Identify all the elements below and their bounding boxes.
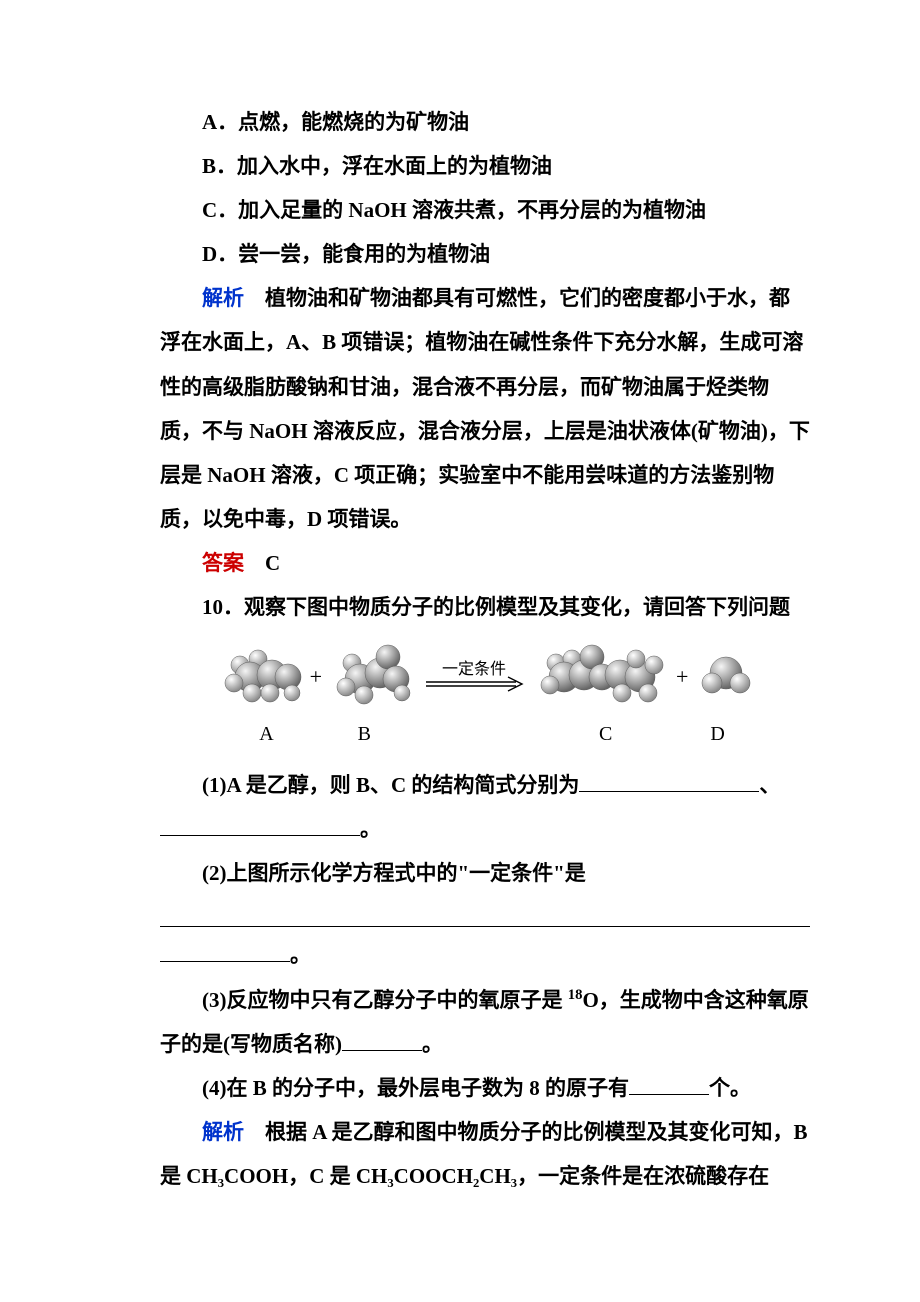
molecule-C	[536, 643, 668, 711]
blank-2b	[160, 940, 290, 962]
explanation-2: 解析 根据 A 是乙醇和图中物质分子的比例模型及其变化可知，B 是 CH₃COO…	[160, 1110, 810, 1198]
q10-part2: (2)上图所示化学方程式中的"一定条件"是	[160, 851, 810, 895]
q10-p3-sup: 18	[568, 987, 583, 1003]
molecule-D	[696, 643, 756, 711]
blank-1b	[160, 814, 360, 836]
option-D: D．尝一尝，能食用的为植物油	[202, 232, 810, 276]
q10-stem: 10．观察下图中物质分子的比例模型及其变化，请回答下列问题	[160, 585, 810, 629]
option-C: C．加入足量的 NaOH 溶液共煮，不再分层的为植物油	[202, 188, 810, 232]
q10-part2-tail-line: 。	[160, 933, 810, 977]
page: A．点燃，能燃烧的为矿物油 B．加入水中，浮在水面上的为植物油 C．加入足量的 …	[0, 0, 920, 1302]
answer-1-value: C	[265, 551, 280, 575]
q10-p4-prefix: (4)在 B 的分子中，最外层电子数为 8 的原子有	[202, 1076, 629, 1100]
label-D: D	[710, 713, 724, 755]
reaction-arrow: 一定条件	[424, 662, 524, 692]
blank-2	[160, 905, 810, 927]
molecule-A	[214, 643, 302, 711]
q10-part1-line2: 。	[160, 807, 810, 851]
answer-1: 答案 C	[160, 541, 810, 585]
label-B: B	[358, 713, 371, 755]
answer-label: 答案	[202, 551, 244, 575]
q10-p1-sep: 、	[759, 773, 780, 797]
explain-label-2: 解析	[202, 1120, 244, 1144]
label-C: C	[599, 713, 612, 755]
option-A: A．点燃，能燃烧的为矿物油	[202, 100, 810, 144]
q10-part3: (3)反应物中只有乙醇分子中的氧原子是 18O，生成物中含这种氧原子的是(写物质…	[160, 978, 810, 1066]
diagram-row: + 一定条件	[160, 643, 810, 711]
plus-2: +	[676, 654, 688, 700]
diagram-labels: A B C D	[160, 713, 810, 755]
q10-p2-tail: 。	[290, 943, 311, 967]
blank-4	[629, 1073, 709, 1095]
q10-part4: (4)在 B 的分子中，最外层电子数为 8 的原子有 个。	[160, 1066, 810, 1110]
molecule-B	[330, 643, 412, 711]
q10-p1-prefix: (1)A 是乙醇，则 B、C 的结构简式分别为	[202, 773, 579, 797]
plus-1: +	[310, 654, 322, 700]
explanation-1: 解析 植物油和矿物油都具有可燃性，它们的密度都小于水，都浮在水面上，A、B 项错…	[160, 276, 810, 541]
explain-1-text: 植物油和矿物油都具有可燃性，它们的密度都小于水，都浮在水面上，A、B 项错误；植…	[160, 286, 810, 530]
q10-part1: (1)A 是乙醇，则 B、C 的结构简式分别为 、	[160, 763, 810, 807]
q10-p1-tail: 。	[360, 817, 381, 841]
molecule-diagram: + 一定条件	[160, 643, 810, 755]
q10-p3-prefix: (3)反应物中只有乙醇分子中的氧原子是	[202, 988, 568, 1012]
label-A: A	[259, 713, 273, 755]
explain-2-text: 根据 A 是乙醇和图中物质分子的比例模型及其变化可知，B 是 CH₃COOH，C…	[160, 1120, 808, 1188]
q10-p3-tail: 。	[422, 1032, 443, 1056]
blank-3	[342, 1029, 422, 1051]
explain-label: 解析	[202, 286, 244, 310]
blank-1a	[579, 770, 759, 792]
q10-p4-tail: 个。	[709, 1076, 751, 1100]
option-B: B．加入水中，浮在水面上的为植物油	[202, 144, 810, 188]
arrow-icon	[424, 676, 524, 692]
